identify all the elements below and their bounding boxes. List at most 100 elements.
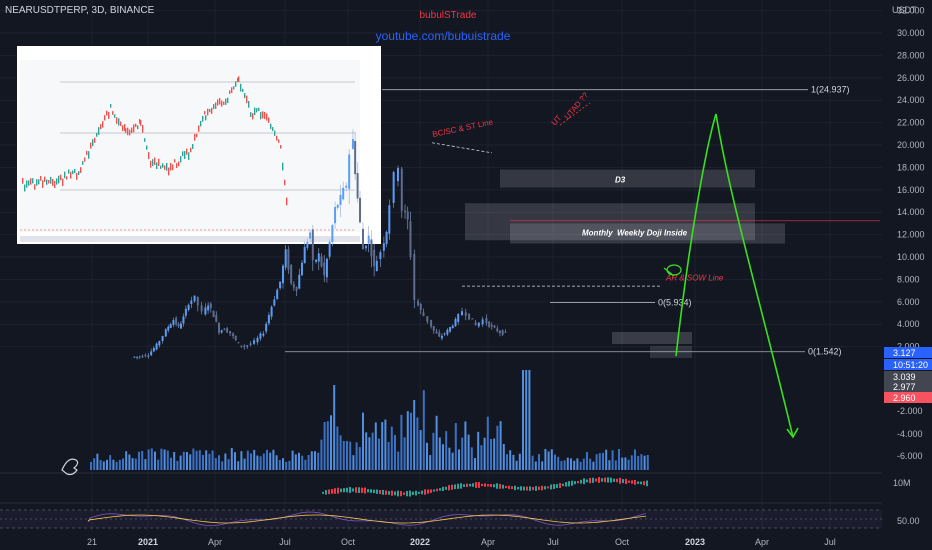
candle-body: [144, 354, 147, 357]
candle-body: [354, 141, 357, 175]
volume-bar: [198, 450, 201, 470]
volume-bar: [346, 440, 348, 470]
inset-candle: [122, 125, 124, 132]
lower-pane-bar: [484, 483, 486, 487]
volume-bar: [253, 449, 256, 470]
lower-pane-bar: [511, 486, 513, 490]
price-badge-label: 3.039: [893, 372, 916, 382]
price-badge: [884, 381, 932, 392]
price-tick-label: 30.000: [897, 28, 925, 38]
inset-candle: [213, 104, 215, 110]
lower-pane-bar: [406, 490, 408, 497]
candle-body: [385, 231, 388, 245]
author-watermark: bubulSTrade: [420, 10, 477, 21]
candle-body: [311, 229, 314, 261]
volume-bar: [307, 455, 310, 470]
inset-candle: [106, 110, 108, 116]
inset-candle: [90, 142, 92, 149]
volume-bar: [179, 455, 182, 470]
lower-pane-bar: [439, 488, 441, 491]
candle-body: [446, 329, 449, 335]
lower-pane-bar: [481, 483, 483, 487]
volume-bar: [298, 452, 300, 470]
volume-bar: [387, 441, 390, 470]
inset-candle: [194, 133, 196, 141]
volume-bar: [538, 454, 540, 470]
inset-candle: [110, 104, 112, 108]
volume-bar: [390, 426, 393, 470]
volume-bar: [128, 454, 131, 470]
inset-candle: [46, 179, 48, 185]
candle-body: [367, 235, 370, 244]
candle-body: [306, 241, 309, 248]
candle-body: [267, 315, 270, 324]
projection-path: [675, 113, 794, 438]
price-candles: [133, 129, 692, 360]
lower-pane-bar: [631, 480, 633, 484]
inset-candle: [164, 165, 166, 170]
candle-body: [443, 333, 446, 335]
inset-candle: [217, 99, 219, 106]
volume-bar: [275, 455, 278, 470]
inset-candle: [131, 127, 133, 134]
price-tick-label: 18.000: [897, 162, 925, 172]
candle-body: [193, 295, 196, 302]
volume-bar: [525, 370, 528, 470]
volume-bar: [336, 426, 339, 470]
volume-bar: [102, 461, 105, 470]
volume-bar: [403, 437, 406, 470]
candle-body: [155, 343, 158, 350]
inset-candle: [238, 76, 240, 83]
candle-body: [438, 332, 441, 337]
supply-demand-zones: D3 Monthly Weekly Doji Inside: [465, 169, 785, 244]
candle-body: [379, 252, 382, 260]
time-tick-label: Oct: [615, 537, 630, 547]
lower-pane-bar: [598, 477, 600, 483]
lower-pane-bar: [490, 483, 492, 488]
volume-bar: [634, 449, 636, 470]
inset-candle: [62, 178, 64, 187]
volume-bar: [592, 461, 595, 470]
lower-pane-bar: [586, 479, 588, 483]
candle-body: [481, 319, 484, 325]
inset-candle: [219, 97, 221, 105]
lower-pane-bar: [385, 490, 387, 495]
price-axis[interactable]: 32.000 30.000 28.000 26.000 24.000 22.000 20.0…: [882, 0, 932, 550]
inset-candle: [227, 97, 229, 104]
inset-candle: [100, 124, 102, 130]
inset-candle: [24, 184, 26, 192]
price-tick-label: 16.000: [897, 185, 925, 195]
volume-bar: [138, 451, 140, 470]
volume-bar: [189, 454, 192, 470]
inset-candle: [26, 180, 28, 188]
rsi-tick-label: 50.00: [897, 516, 920, 526]
time-axis[interactable]: 21 2021 Apr Jul Oct 2022 Apr Jul Oct 2023 Apr Jul: [0, 532, 882, 550]
lower-pane-bar: [361, 487, 363, 493]
lower-pane-bar: [349, 486, 351, 493]
volume-bar: [410, 412, 412, 470]
volume-bar: [368, 437, 371, 470]
volume-bar: [202, 454, 204, 470]
candle-body: [152, 348, 155, 352]
volume-bar: [614, 460, 617, 470]
inset-candle: [200, 120, 202, 127]
volume-bar: [618, 448, 620, 470]
lower-pane-bar: [376, 489, 378, 494]
inset-candle: [80, 167, 82, 173]
inset-candle: [144, 138, 146, 142]
volume-bar: [243, 458, 246, 470]
volume-bar: [589, 458, 592, 470]
inset-candle: [278, 139, 280, 143]
candle-body: [490, 324, 493, 327]
candle-body: [435, 331, 438, 334]
inset-candle: [286, 197, 288, 206]
lower-pane-bar: [358, 487, 360, 493]
volume-bar: [291, 450, 294, 470]
inset-candle: [266, 113, 268, 121]
lower-pane-bar: [559, 482, 561, 488]
lower-pane-bar: [604, 477, 606, 483]
volume-bar: [432, 432, 435, 470]
volume-bar: [483, 437, 486, 470]
indicator-tick-label: -2.000: [897, 406, 923, 416]
